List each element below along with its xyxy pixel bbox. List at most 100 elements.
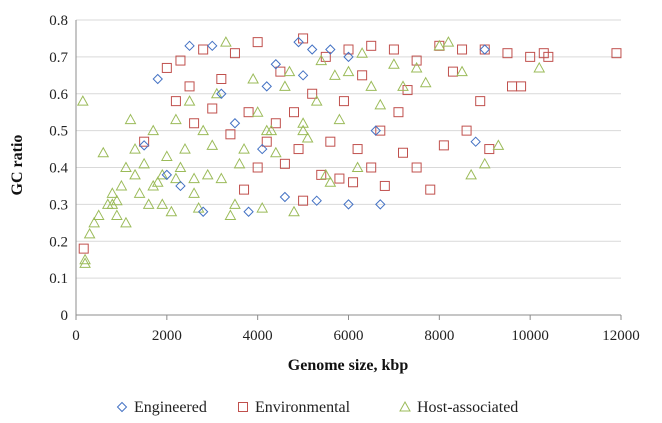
y-tick-label: 0 (61, 308, 69, 324)
data-point (329, 69, 341, 80)
data-point (456, 65, 468, 77)
legend-marker-icon (399, 400, 411, 412)
x-tick-label: 10000 (511, 328, 549, 344)
data-point (320, 51, 331, 62)
data-point (470, 136, 481, 147)
y-tick-label: 0.4 (49, 161, 68, 177)
data-point (83, 227, 96, 239)
data-point (257, 143, 268, 155)
data-point (76, 95, 89, 106)
y-axis-title: GC ratio (9, 135, 26, 196)
data-point (197, 124, 210, 136)
data-point (334, 173, 345, 184)
data-point (442, 36, 455, 47)
data-point (516, 81, 527, 92)
data-point (311, 195, 322, 206)
legend-item-environmental: Environmental (238, 399, 351, 416)
data-point (111, 209, 123, 220)
data-point (165, 205, 178, 217)
data-point (288, 205, 300, 217)
data-point (275, 66, 286, 77)
data-point (152, 73, 163, 85)
data-point (184, 40, 195, 52)
data-point (92, 209, 105, 220)
data-point (151, 176, 164, 187)
x-axis-ticks: 0 2000 4000 6000 8000 10000 12000 (72, 315, 640, 344)
y-tick-label: 0.2 (49, 234, 68, 250)
data-point (293, 36, 304, 48)
data-point (366, 40, 377, 51)
data-point (225, 129, 236, 140)
data-point (233, 157, 246, 169)
data-point (179, 143, 191, 154)
data-point (120, 161, 132, 172)
data-point (283, 65, 296, 77)
data-point (206, 139, 219, 150)
data-point (161, 169, 173, 181)
data-point (260, 124, 273, 136)
data-point (111, 194, 123, 206)
data-point (419, 76, 432, 88)
data-point (147, 179, 160, 191)
data-point (220, 36, 232, 47)
x-tick-label: 4000 (243, 328, 273, 344)
y-tick-label: 0.7 (49, 50, 68, 66)
data-point (438, 140, 449, 151)
gridlines (76, 19, 621, 279)
data-point (147, 124, 160, 136)
data-point (297, 117, 309, 128)
data-point (375, 199, 386, 210)
legend-label: Environmental (255, 399, 351, 416)
data-point (270, 118, 281, 129)
data-point (170, 113, 182, 125)
data-point (324, 176, 337, 187)
data-point (129, 168, 141, 180)
data-point (379, 180, 390, 191)
data-point (184, 81, 195, 92)
data-point (425, 184, 436, 195)
data-point (252, 162, 263, 173)
data-point (175, 180, 186, 192)
data-point (183, 95, 196, 106)
data-point (175, 55, 186, 66)
data-point (79, 257, 91, 268)
data-point (410, 61, 423, 73)
data-point (492, 139, 505, 150)
data-point (243, 206, 254, 217)
data-point (216, 74, 227, 84)
data-point (352, 144, 363, 155)
data-point (156, 198, 169, 209)
data-point (375, 125, 386, 136)
data-point (351, 161, 364, 172)
data-point (315, 54, 328, 66)
data-point (484, 144, 495, 155)
data-point (174, 161, 187, 172)
data-point (247, 72, 259, 84)
data-point (502, 48, 513, 59)
legend-label: Host-associated (417, 399, 518, 416)
data-point (279, 191, 291, 203)
data-point (333, 113, 346, 125)
data-point (388, 44, 399, 55)
data-point (297, 124, 309, 136)
data-point (325, 44, 336, 55)
data-point (293, 144, 304, 155)
data-point (197, 206, 209, 217)
data-point (543, 51, 554, 62)
data-point (139, 136, 150, 147)
data-point (251, 106, 264, 117)
data-point (479, 44, 490, 55)
x-tick-label: 8000 (424, 328, 454, 344)
data-point (525, 51, 536, 62)
data-point (479, 44, 490, 55)
data-point (229, 118, 241, 129)
data-point (120, 216, 132, 228)
data-point (398, 147, 408, 158)
data-point (229, 48, 240, 59)
legend: Engineered Environmental Host-associated (116, 399, 518, 416)
data-point (238, 143, 250, 154)
data-points (76, 33, 622, 268)
data-point (138, 140, 150, 151)
data-point (106, 187, 119, 198)
data-point (298, 195, 309, 206)
